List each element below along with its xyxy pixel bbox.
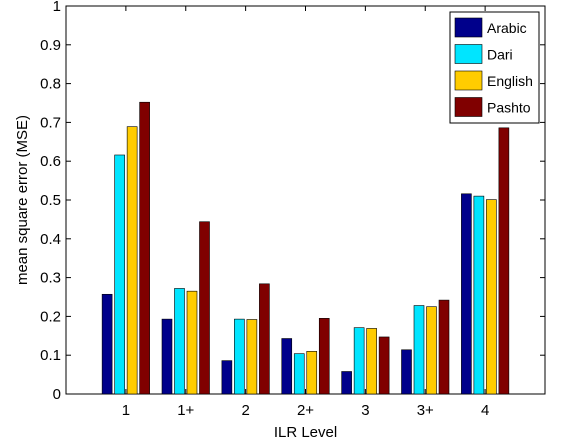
x-tick-label: 1+ <box>177 402 194 419</box>
y-axis-title: mean square error (MSE) <box>14 115 31 285</box>
x-tick-label: 1 <box>122 402 130 419</box>
bar-pashto-1plus <box>199 221 210 395</box>
bar-english-4 <box>486 199 497 395</box>
bar-english-3plus <box>426 306 437 395</box>
legend-swatch-dari <box>454 44 483 64</box>
y-tick-label: 0.9 <box>40 37 61 54</box>
bar-dari-1plus <box>174 288 185 395</box>
bar-pashto-2 <box>259 283 270 395</box>
bar-english-1 <box>126 126 138 395</box>
legend: Arabic Dari English Pashto <box>449 11 540 124</box>
y-tick-label: 0.6 <box>40 153 61 170</box>
bar-arabic-1plus <box>161 318 173 395</box>
bar-arabic-2plus <box>281 338 293 395</box>
bar-pashto-3 <box>378 336 390 395</box>
legend-label-arabic: Arabic <box>487 20 527 36</box>
bar-arabic-3plus <box>401 349 412 395</box>
legend-label-english: English <box>487 73 533 89</box>
bars-group <box>101 101 510 395</box>
bar-dari-1 <box>114 154 125 395</box>
y-tick-label: 0.3 <box>40 270 61 287</box>
y-axis: 0 0.1 0.2 0.3 0.4 0.5 0.6 0.7 0.8 0.9 1 <box>40 0 545 403</box>
y-tick-label: 0.1 <box>40 347 61 364</box>
bar-english-1plus <box>186 290 198 395</box>
y-tick-label: 0 <box>53 386 61 403</box>
bar-arabic-4 <box>461 193 472 395</box>
legend-swatch-english <box>454 70 483 91</box>
bar-arabic-2 <box>221 360 233 395</box>
x-axis: 1 1+ 2 2+ 3 3+ 4 <box>122 6 489 419</box>
bar-dari-4 <box>473 195 485 395</box>
y-tick-label: 1 <box>53 0 61 15</box>
bar-dari-2plus <box>293 353 305 395</box>
bar-pashto-3plus <box>438 299 450 395</box>
legend-label-dari: Dari <box>487 47 513 63</box>
bar-pashto-1 <box>139 101 150 395</box>
bar-pashto-2plus <box>318 318 330 395</box>
bar-dari-2 <box>234 318 245 395</box>
bar-arabic-3 <box>341 371 352 395</box>
legend-swatch-pashto <box>454 97 483 117</box>
y-tick-label: 0.5 <box>40 192 61 209</box>
bar-arabic-1 <box>101 293 113 395</box>
bar-dari-3plus <box>413 305 425 395</box>
bar-english-2 <box>246 319 258 395</box>
x-tick-label: 4 <box>481 402 489 419</box>
bar-english-2plus <box>306 351 318 395</box>
x-tick-label: 3 <box>361 402 369 419</box>
x-tick-label: 2+ <box>297 402 314 419</box>
y-tick-label: 0.8 <box>40 76 61 93</box>
y-tick-label: 0.7 <box>40 114 61 131</box>
bar-pashto-4 <box>498 127 510 395</box>
legend-swatch-arabic <box>454 17 483 38</box>
x-axis-title: ILR Level <box>274 424 337 441</box>
x-tick-label: 2 <box>241 402 249 419</box>
legend-label-pashto: Pashto <box>487 100 531 116</box>
bar-english-3 <box>366 328 377 395</box>
y-tick-label: 0.4 <box>40 231 61 248</box>
bar-dari-3 <box>353 327 365 395</box>
x-tick-label: 3+ <box>417 402 434 419</box>
y-tick-label: 0.2 <box>40 308 61 325</box>
